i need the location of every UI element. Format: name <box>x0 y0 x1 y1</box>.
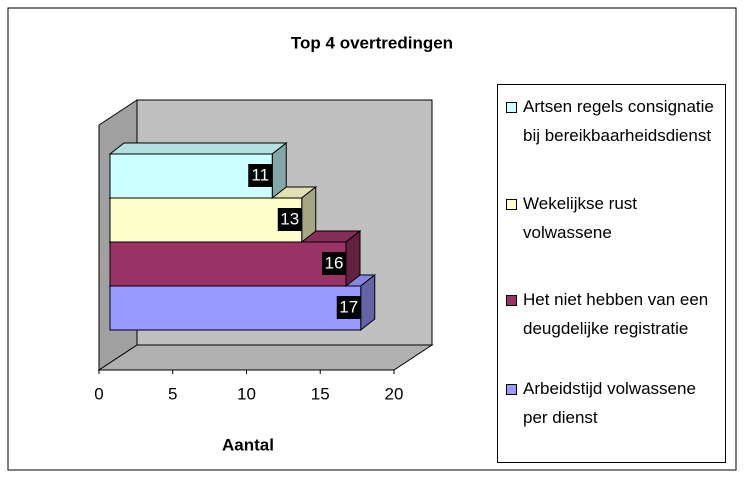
data-label-box <box>322 252 346 275</box>
legend-label: Artsen regels consignatie bij bereikbaar… <box>523 97 714 145</box>
x-tick-label: 10 <box>237 384 256 403</box>
legend-marker <box>506 199 517 210</box>
data-label-box <box>336 296 361 319</box>
x-tick-label: 0 <box>94 384 103 403</box>
legend-marker <box>506 295 517 306</box>
legend-entry: Wekelijkse rust volwassene <box>506 190 721 247</box>
x-tick-label: 20 <box>385 384 404 403</box>
legend-label: Wekelijkse rust volwassene <box>523 194 637 242</box>
bar-side-shade <box>346 231 360 286</box>
x-tick-label: 15 <box>311 384 330 403</box>
data-label-box <box>277 208 302 231</box>
legend-marker <box>506 102 517 113</box>
bar-side-shade <box>301 187 316 242</box>
floor <box>97 344 434 371</box>
legend-entry: Arbeidstijd volwassene per dienst <box>506 375 721 432</box>
bar-top-shade <box>110 143 287 154</box>
bar-side-shade <box>272 143 287 198</box>
legend-marker <box>506 384 517 395</box>
legend-label: Arbeidstijd volwassene per dienst <box>523 379 696 427</box>
chart-title: Top 4 overtredingen <box>291 33 453 52</box>
data-label: 17 <box>339 297 358 316</box>
legend-label: Het niet hebben van een deugdelijke regi… <box>523 290 709 338</box>
bar <box>109 153 273 199</box>
data-label: 13 <box>280 209 299 228</box>
bar <box>109 197 303 243</box>
bar-side-shade <box>360 275 375 330</box>
bar-group: 11 <box>108 141 288 200</box>
legend-entry: Artsen regels consignatie bij bereikbaar… <box>506 93 721 150</box>
x-axis-label: Aantal <box>222 435 274 454</box>
legend: Artsen regels consignatie bij bereikbaar… <box>497 84 726 463</box>
legend-entry: Het niet hebben van een deugdelijke regi… <box>506 286 721 343</box>
data-label-box <box>248 164 273 187</box>
x-tick-label: 5 <box>168 384 177 403</box>
data-label: 16 <box>325 253 344 272</box>
bar <box>109 241 347 287</box>
data-label: 11 <box>251 165 269 184</box>
bar <box>109 285 362 331</box>
